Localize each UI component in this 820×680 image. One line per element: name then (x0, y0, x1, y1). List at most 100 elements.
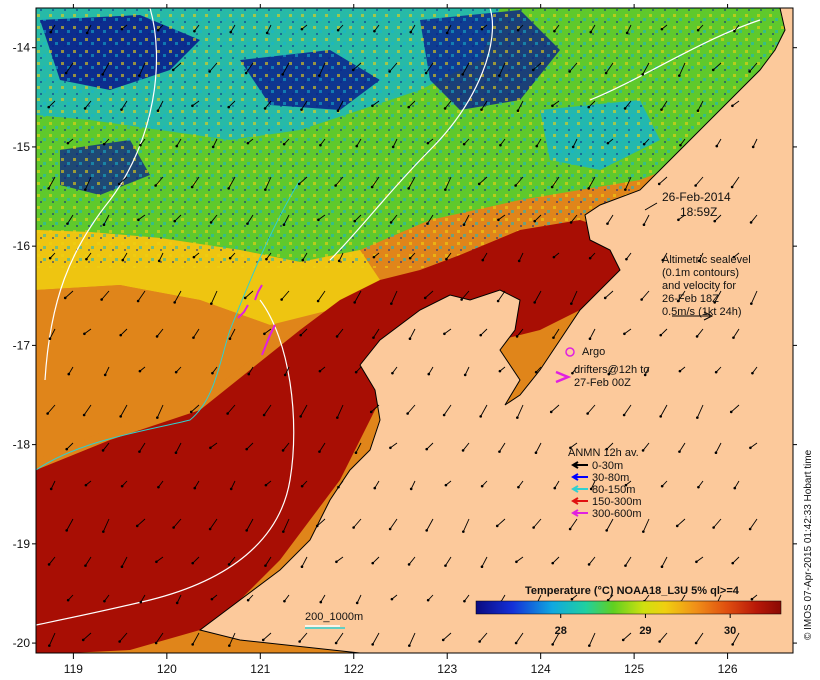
velocity-arrow (83, 328, 92, 336)
velocity-arrow (190, 176, 200, 189)
velocity-arrow (479, 404, 488, 418)
velocity-arrow (750, 290, 758, 305)
velocity-arrow (282, 518, 290, 533)
velocity-arrow (370, 176, 380, 189)
drifter-track (254, 284, 263, 301)
velocity-arrow (388, 518, 398, 531)
anmn-label: 80-150m (592, 484, 635, 496)
velocity-arrow (643, 366, 650, 377)
velocity-arrow (85, 252, 92, 261)
velocity-arrow (625, 24, 632, 35)
drifter-track (237, 304, 249, 319)
velocity-arrow (588, 328, 596, 341)
velocity-arrow (749, 214, 758, 224)
velocity-arrow (697, 480, 704, 489)
velocity-arrow (336, 100, 344, 113)
velocity-arrow (551, 556, 560, 565)
velocity-arrow (425, 442, 434, 451)
colorbar-tick-label: 30 (724, 625, 736, 637)
velocity-arrow (694, 176, 704, 187)
velocity-arrow (621, 632, 632, 642)
contour-line (44, 8, 158, 381)
velocity-arrow (228, 252, 236, 260)
velocity-arrow (589, 24, 596, 34)
velocity-arrow (189, 404, 200, 414)
velocity-arrow (82, 404, 92, 417)
velocity-arrow (245, 442, 254, 451)
velocity-arrow (426, 214, 434, 225)
velocity-arrow (390, 594, 398, 601)
velocity-arrow (243, 290, 254, 300)
velocity-arrow (677, 214, 686, 222)
velocity-arrow (100, 290, 110, 301)
plot-frame (35, 7, 794, 654)
velocity-arrow (551, 632, 560, 646)
velocity-arrow (228, 632, 236, 647)
velocity-arrow (209, 442, 218, 450)
velocity-arrow (605, 518, 614, 532)
velocity-arrows (46, 24, 758, 647)
velocity-arrow (604, 62, 614, 75)
colorbar-scale (475, 600, 782, 615)
velocity-arrow (516, 100, 524, 113)
velocity-arrow (120, 100, 128, 111)
velocity-arrow (157, 252, 164, 263)
velocity-arrow (119, 404, 128, 418)
drifters-line: 27-Feb 00Z (574, 377, 631, 389)
velocity-arrow (569, 442, 578, 450)
velocity-arrow (498, 62, 506, 77)
velocity-arrow (282, 214, 290, 227)
velocity-arrow (280, 290, 290, 301)
velocity-arrow (552, 252, 560, 259)
velocity-arrow (353, 290, 362, 304)
velocity-arrow (642, 518, 650, 533)
lat-tick-label: -15 (13, 140, 31, 154)
velocity-arrow (154, 632, 164, 645)
velocity-arrow (696, 100, 704, 113)
lon-tick-label: 126 (718, 662, 738, 676)
velocity-arrow (533, 214, 542, 223)
velocity-arrow (227, 100, 236, 109)
velocity-arrow (675, 518, 686, 528)
velocity-arrow (732, 328, 740, 339)
velocity-arrow (676, 290, 686, 303)
velocity-arrow (607, 366, 614, 376)
velocity-arrow (281, 62, 290, 76)
velocity-arrow (352, 518, 362, 529)
anmn-arrow-icon (571, 485, 579, 493)
velocity-arrow (47, 176, 56, 190)
velocity-arrow (729, 404, 740, 414)
velocity-arrow (228, 328, 236, 341)
velocity-arrow (443, 328, 452, 336)
velocity-arrow (264, 176, 272, 191)
velocity-arrow (227, 176, 236, 190)
colorbar-tick-label: 29 (639, 625, 651, 637)
velocity-arrow (319, 138, 326, 147)
velocity-arrow (229, 24, 236, 34)
velocity-arrow (66, 594, 74, 602)
anmn-entry: 300-600m (571, 508, 642, 520)
velocity-arrow (66, 138, 74, 145)
velocity-arrow (154, 176, 164, 187)
velocity-arrow (264, 480, 272, 487)
velocity-arrow (351, 62, 362, 72)
velocity-arrow (81, 632, 92, 642)
contour-legend-label: 200_1000m (305, 611, 363, 623)
velocity-arrow (175, 138, 182, 148)
velocity-arrow (462, 518, 470, 533)
drifter-icon (555, 370, 572, 384)
anmn-label: 0-30m (592, 460, 623, 472)
velocity-arrow (696, 404, 704, 419)
velocity-arrow (660, 480, 668, 488)
velocity-arrow (733, 480, 740, 490)
velocity-arrow (191, 100, 200, 108)
velocity-arrow (193, 480, 200, 490)
velocity-arrow (622, 404, 632, 417)
velocity-arrow (534, 442, 542, 455)
velocity-arrow (265, 24, 272, 35)
velocity-arrow (210, 290, 218, 305)
velocity-arrow (193, 24, 200, 33)
velocity-arrow (641, 62, 650, 76)
anmn-title: ANMN 12h av. (568, 447, 639, 459)
